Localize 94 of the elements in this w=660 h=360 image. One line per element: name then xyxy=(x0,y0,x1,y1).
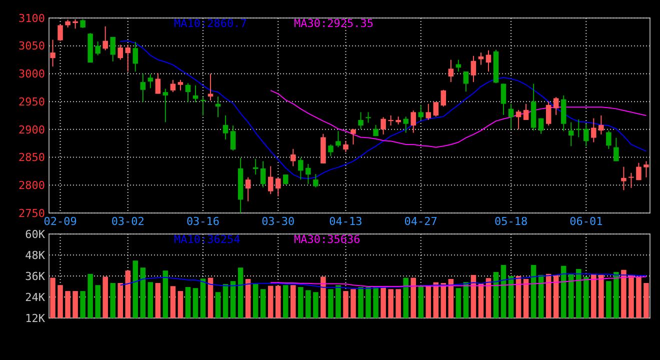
candlestick xyxy=(584,123,589,147)
candlestick xyxy=(350,128,356,145)
candlestick xyxy=(343,140,348,153)
candlestick xyxy=(463,70,469,92)
candlestick xyxy=(140,73,146,103)
candlestick xyxy=(538,118,544,134)
candlestick xyxy=(500,83,506,116)
candlestick xyxy=(418,104,424,120)
candlestick xyxy=(328,144,334,157)
candlestick xyxy=(621,166,626,191)
candlestick xyxy=(298,157,304,180)
candlestick xyxy=(508,103,514,130)
candlestick xyxy=(336,130,341,148)
y-tick-label: 48K xyxy=(25,248,46,262)
candlestick xyxy=(268,166,274,195)
candlestick xyxy=(470,55,476,83)
candlestick xyxy=(636,162,642,181)
y-tick-label: 2950 xyxy=(18,95,45,108)
candlestick xyxy=(606,130,612,150)
y-tick-label: 2750 xyxy=(18,206,45,220)
y-tick-label: 36K xyxy=(25,270,46,283)
candlestick xyxy=(426,103,432,120)
candlestick xyxy=(486,50,492,72)
candlestick xyxy=(366,112,371,124)
text: MA30:35636 xyxy=(294,233,360,246)
candlestick xyxy=(290,148,296,167)
candlestick xyxy=(50,39,56,67)
candlestick xyxy=(440,89,446,108)
y-tick-label: 2900 xyxy=(18,123,45,136)
candlestick xyxy=(192,84,198,103)
y-tick-label: 60K xyxy=(25,228,46,241)
x-tick-label: 04-27 xyxy=(404,215,438,228)
candlestick xyxy=(456,59,462,72)
candlestick xyxy=(388,115,394,126)
candlestick xyxy=(170,79,176,93)
line-series xyxy=(120,273,647,289)
y-tick-label: 2850 xyxy=(18,151,45,164)
candlestick xyxy=(403,116,408,134)
candlestick xyxy=(568,122,574,147)
candlestick xyxy=(306,163,311,185)
x-tick-label: 06-01 xyxy=(570,215,603,228)
candlestick xyxy=(628,172,634,188)
y-tick-label: 12K xyxy=(25,312,46,325)
candlestick xyxy=(358,112,364,130)
candlestick xyxy=(598,115,604,135)
candlestick xyxy=(448,59,454,83)
candlestick xyxy=(576,118,582,138)
candlestick xyxy=(95,40,100,56)
line-series xyxy=(270,90,647,148)
y-tick-label: 2800 xyxy=(18,178,45,192)
candlestick xyxy=(313,174,318,188)
candlestick xyxy=(260,160,266,188)
candlestick xyxy=(380,116,386,135)
candlestick xyxy=(178,79,184,91)
candlestick xyxy=(162,88,168,123)
candlestick xyxy=(118,44,123,60)
candlestick xyxy=(433,102,439,118)
text: MA10:2860.7 xyxy=(174,17,247,30)
text: MA30:2925.35 xyxy=(294,17,374,30)
candlestick xyxy=(283,174,288,186)
y-tick-label: 24K xyxy=(25,290,46,304)
candlestick xyxy=(132,41,138,72)
x-tick-label: 03-30 xyxy=(262,215,295,228)
candlestick xyxy=(614,137,619,162)
candlestick xyxy=(72,18,78,30)
candlestick xyxy=(523,103,529,120)
y-tick-label: 3100 xyxy=(18,12,45,25)
candlestick xyxy=(591,118,596,143)
x-tick-label: 04-13 xyxy=(329,215,362,228)
candlestick xyxy=(222,115,228,140)
candlestick xyxy=(185,82,191,103)
candlestick xyxy=(230,125,236,152)
candlestick xyxy=(276,177,281,197)
candlestick xyxy=(546,101,552,126)
line-series xyxy=(120,40,647,179)
candlestick xyxy=(155,72,161,94)
candlestick xyxy=(58,24,63,42)
x-tick-label: 03-16 xyxy=(186,215,220,228)
x-tick-label: 05-18 xyxy=(494,215,528,228)
candlestick xyxy=(644,160,649,178)
x-tick-label: 03-02 xyxy=(111,215,144,228)
x-tick-label: 02-09 xyxy=(44,215,77,228)
candlestick xyxy=(110,36,116,62)
candlestick xyxy=(148,74,154,89)
candlestick xyxy=(410,110,416,134)
candlestick xyxy=(125,44,131,72)
y-tick-label: 3050 xyxy=(18,40,45,53)
line-series xyxy=(270,276,647,287)
text: MA10:36254 xyxy=(174,233,241,246)
candlestick xyxy=(516,109,522,130)
candlestick xyxy=(553,96,559,116)
candlestick xyxy=(102,26,108,51)
y-tick-label: 3000 xyxy=(18,68,45,81)
candlestick xyxy=(245,176,251,202)
